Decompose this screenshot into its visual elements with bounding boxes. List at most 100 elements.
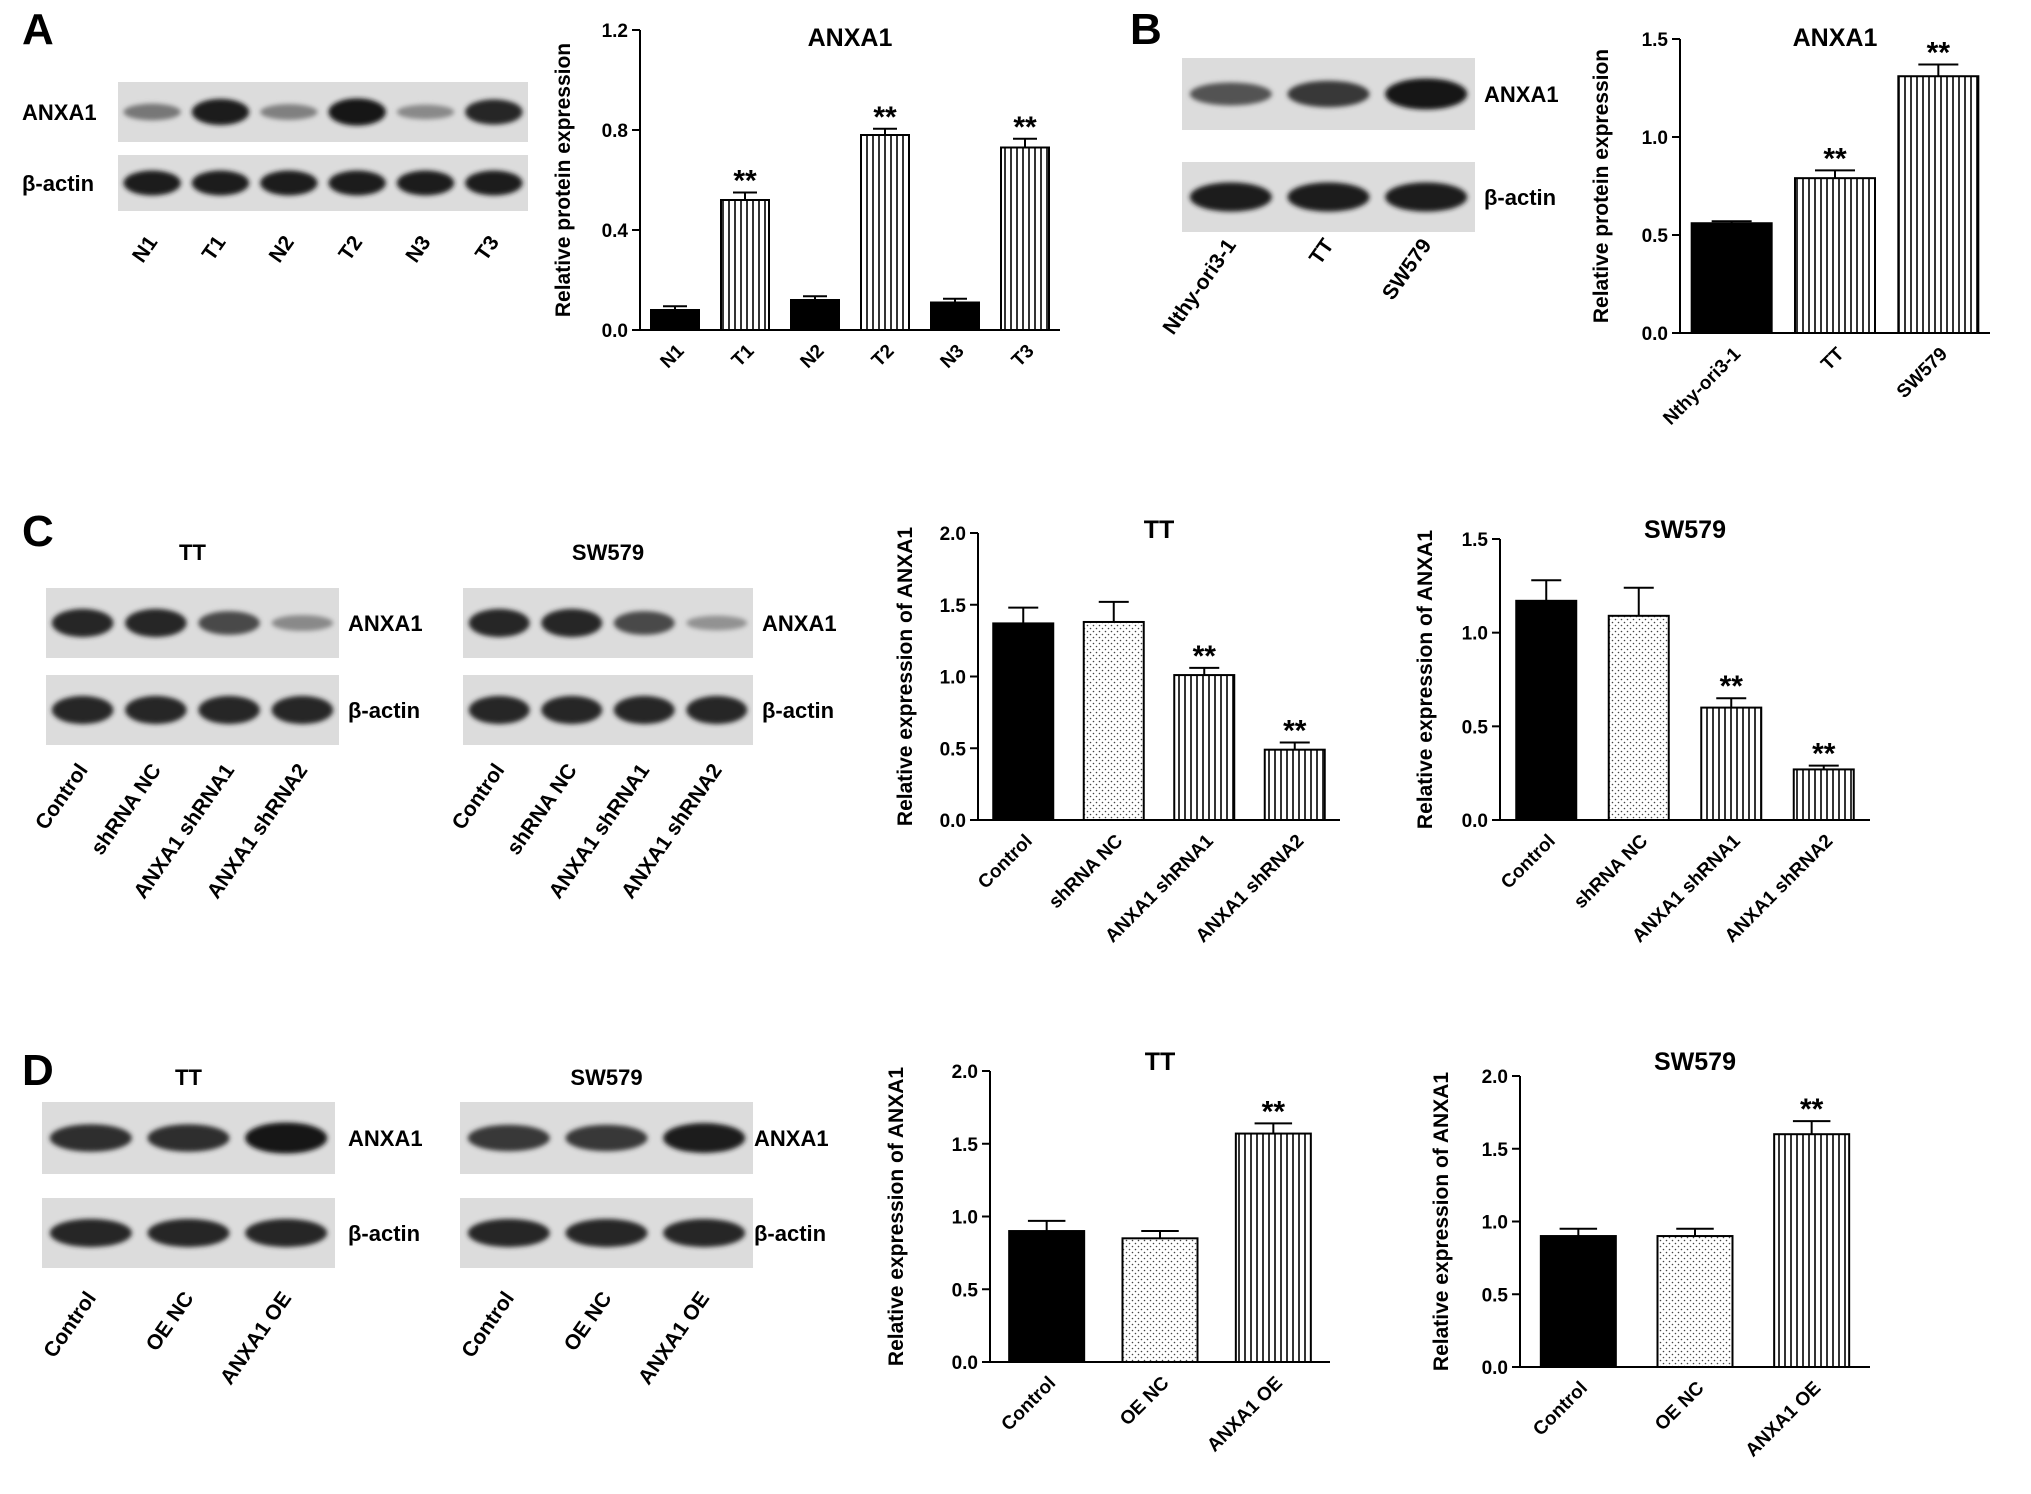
band bbox=[260, 104, 318, 120]
blot-lane-label: N1 bbox=[128, 231, 162, 266]
blot-strip-beta-actin bbox=[460, 1198, 753, 1268]
chart-title: TT bbox=[1145, 1048, 1176, 1076]
chart-c-sw579: 0.0 0.5 1.0 1.5 Relative expression of ANXA1… bbox=[1414, 516, 1870, 947]
chart-b: 0.0 0.5 1.0 1.5 Relative protein expression A… bbox=[1590, 24, 1990, 429]
panel-letter-a: A bbox=[22, 5, 54, 54]
band bbox=[245, 1122, 328, 1154]
bar-anxa1-shrna2 bbox=[1792, 768, 1855, 821]
y-axis-label: Relative expression of ANXA1 bbox=[1430, 1072, 1453, 1371]
blot-strip-anxa1 bbox=[1182, 58, 1475, 130]
membrane-background bbox=[118, 82, 528, 142]
blot-d-tt: TT ANXA1 β-actin Control OE NC ANXA1 OE bbox=[39, 1065, 422, 1389]
y-axis-label: Relative expression of ANXA1 bbox=[894, 527, 917, 826]
chart-title: SW579 bbox=[1644, 516, 1726, 544]
blot-lane-label: ANXA1 OE bbox=[216, 1288, 296, 1389]
blot-row-label: β-actin bbox=[1484, 185, 1556, 210]
bar-anxa1-shrna2 bbox=[1263, 748, 1326, 821]
band bbox=[663, 1123, 746, 1153]
bar-control bbox=[992, 622, 1055, 822]
bar-t3 bbox=[1000, 146, 1050, 331]
band bbox=[147, 1218, 230, 1248]
y-axis-label: Relative protein expression bbox=[552, 43, 575, 317]
blot-lane-label: T1 bbox=[198, 231, 231, 265]
band bbox=[271, 695, 334, 725]
blot-d-sw579: SW579 ANXA1 β-actin Control OE NC ANXA1 OE bbox=[457, 1065, 828, 1389]
band bbox=[49, 1124, 132, 1152]
y-tick-label: 1.5 bbox=[1482, 1140, 1509, 1161]
x-tick-label: ANXA1 OE bbox=[1742, 1378, 1826, 1462]
band bbox=[541, 608, 603, 638]
blot-row-label: β-actin bbox=[762, 698, 834, 723]
x-tick-label: shRNA NC bbox=[1045, 830, 1127, 912]
band bbox=[1287, 80, 1370, 108]
blot-strip-anxa1 bbox=[42, 1102, 335, 1174]
blot-strip-beta-actin bbox=[1182, 162, 1475, 232]
blot-strip-anxa1 bbox=[46, 588, 339, 658]
blot-lane-label: Control bbox=[457, 1288, 519, 1362]
x-tick-label: Nthy-ori3-1 bbox=[1659, 343, 1745, 429]
band bbox=[468, 608, 530, 638]
blot-strip-anxa1 bbox=[460, 1102, 753, 1174]
band bbox=[123, 170, 181, 196]
blot-lane-label: Control bbox=[31, 760, 93, 834]
y-tick-label: 0.5 bbox=[1642, 226, 1669, 247]
band bbox=[328, 98, 386, 126]
y-tick-label: 1.0 bbox=[940, 668, 966, 689]
blot-strip-anxa1 bbox=[463, 588, 753, 658]
x-tick-label: Control bbox=[974, 831, 1037, 894]
y-tick-label: 1.0 bbox=[1482, 1213, 1508, 1234]
band bbox=[125, 695, 187, 725]
x-tick-label: OE NC bbox=[1116, 1372, 1174, 1430]
blot-row-label: β-actin bbox=[348, 698, 420, 723]
x-tick-label: SW579 bbox=[1893, 344, 1952, 403]
western-blots: ANXA1 β-actin N1 T1 N2 T2 N3 T3 ANXA1 β-actin Nthy… bbox=[22, 58, 1559, 1389]
blot-strip-anxa1 bbox=[118, 82, 528, 142]
blot-row-label: ANXA1 bbox=[22, 100, 97, 125]
x-tick-label: shRNA NC bbox=[1570, 830, 1652, 912]
blot-lane-label: SW579 bbox=[1378, 235, 1436, 305]
y-tick-label: 0.5 bbox=[940, 739, 967, 760]
blot-row-label: β-actin bbox=[754, 1221, 826, 1246]
bar-anxa1-shrna1 bbox=[1700, 706, 1763, 821]
blot-row-label: β-actin bbox=[22, 171, 94, 196]
band bbox=[396, 170, 455, 196]
y-tick-label: 1.0 bbox=[952, 1208, 978, 1229]
y-tick-label: 1.5 bbox=[1462, 530, 1489, 551]
blot-row-label: ANXA1 bbox=[348, 1126, 423, 1151]
significance-marker: ** bbox=[1013, 111, 1037, 144]
band bbox=[198, 695, 260, 725]
blot-title: TT bbox=[175, 1065, 202, 1090]
blot-lane-label: shRNA NC bbox=[87, 760, 166, 860]
band bbox=[1385, 78, 1468, 110]
y-axis-label: Relative expression of ANXA1 bbox=[1414, 530, 1437, 829]
y-tick-label: 1.5 bbox=[1642, 30, 1669, 51]
bar-sw579 bbox=[1897, 75, 1980, 335]
bar-shrna-nc bbox=[1607, 614, 1670, 821]
y-tick-label: 0.8 bbox=[602, 121, 628, 142]
significance-marker: ** bbox=[873, 101, 897, 134]
blot-lane-label: OE NC bbox=[560, 1288, 617, 1356]
band bbox=[686, 615, 748, 631]
band bbox=[468, 695, 530, 725]
bar-anxa1-oe bbox=[1234, 1132, 1312, 1363]
blot-lane-label: TT bbox=[1305, 235, 1339, 269]
bar-anxa1-oe bbox=[1773, 1133, 1851, 1368]
bar-tt bbox=[1794, 177, 1876, 334]
x-tick-label: TT bbox=[1817, 343, 1849, 375]
band bbox=[328, 170, 386, 196]
y-tick-label: 0.4 bbox=[602, 221, 629, 242]
chart-d-tt: 0.0 0.5 1.0 1.5 2.0 Relative expression of AN… bbox=[885, 1048, 1330, 1456]
band bbox=[396, 104, 455, 120]
bar-control bbox=[1008, 1230, 1086, 1364]
blot-strip-beta-actin bbox=[118, 155, 528, 211]
chart-a: 0.0 0.4 0.8 1.2 Relative protein expression A… bbox=[552, 21, 1060, 373]
blot-row-label: ANXA1 bbox=[754, 1126, 829, 1151]
y-tick-label: 0.0 bbox=[602, 321, 628, 342]
y-axis-label: Relative expression of ANXA1 bbox=[885, 1067, 908, 1366]
x-tick-label: N3 bbox=[937, 341, 969, 373]
band bbox=[565, 1124, 648, 1152]
band bbox=[565, 1218, 648, 1248]
